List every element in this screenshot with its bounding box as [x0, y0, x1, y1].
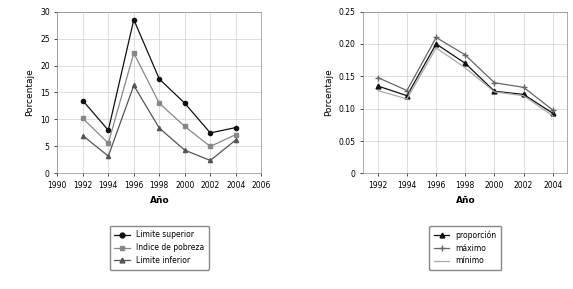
X-axis label: Año: Año — [150, 196, 169, 205]
Y-axis label: Porcentaje: Porcentaje — [25, 68, 34, 116]
Legend: proporción, máximo, mínimo: proporción, máximo, mínimo — [429, 226, 501, 270]
X-axis label: Año: Año — [456, 196, 475, 205]
Legend: Limite superior, Indice de pobreza, Limite inferior: Limite superior, Indice de pobreza, Limi… — [110, 226, 209, 270]
Y-axis label: Porcentaje: Porcentaje — [324, 68, 333, 116]
